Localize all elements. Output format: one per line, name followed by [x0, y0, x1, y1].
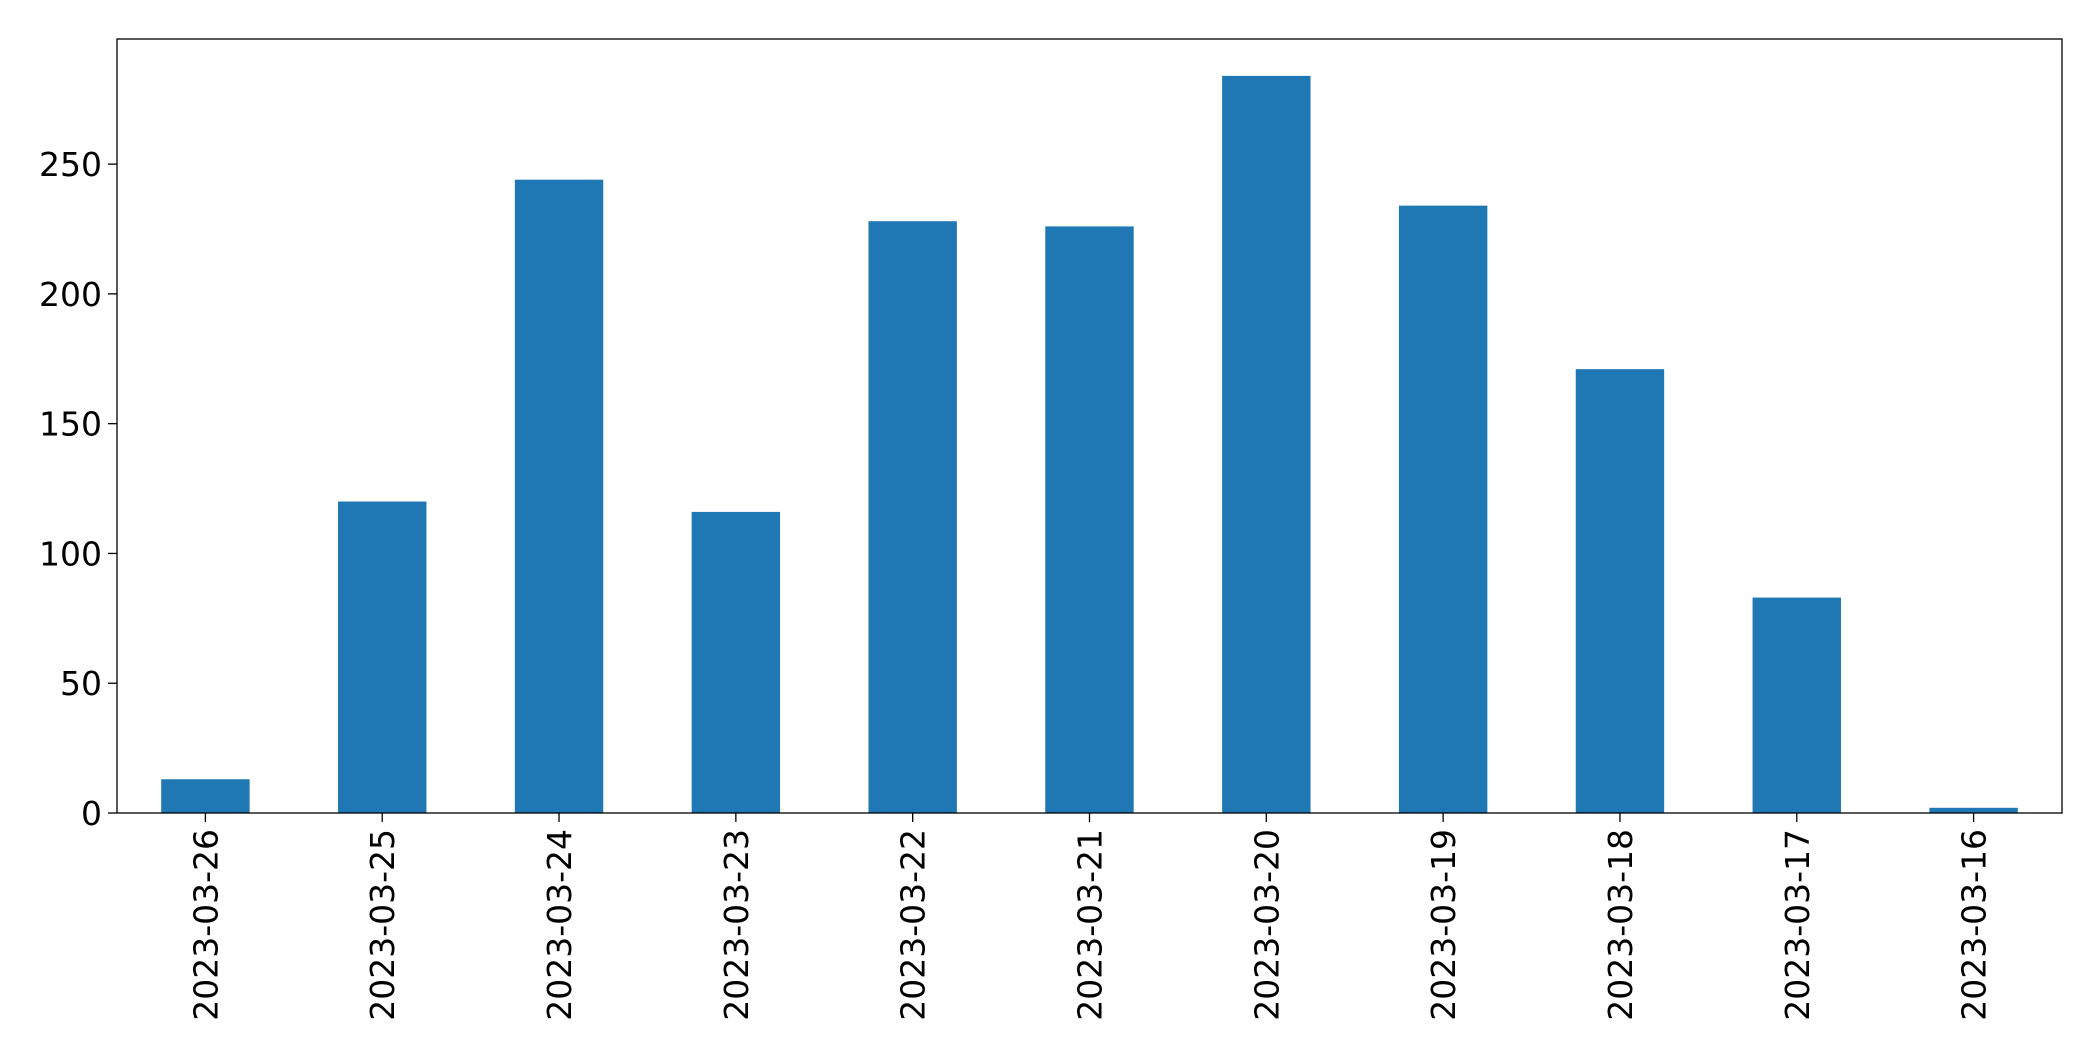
x-tick-label: 2023-03-23 [717, 829, 756, 1021]
bar [1575, 369, 1665, 813]
y-tick-label: 200 [39, 275, 102, 314]
bar [514, 179, 604, 814]
bar [1222, 75, 1311, 814]
x-tick-label: 2023-03-18 [1601, 829, 1640, 1021]
bar [691, 511, 781, 813]
bar [161, 779, 250, 813]
bar [1929, 807, 2018, 813]
x-tick-label: 2023-03-25 [363, 829, 402, 1021]
y-tick-label: 50 [60, 664, 102, 703]
y-tick-label: 0 [81, 794, 102, 833]
x-tick-label: 2023-03-21 [1071, 829, 1110, 1021]
bar [1752, 597, 1841, 813]
bar [868, 221, 957, 814]
x-tick-label: 2023-03-16 [1955, 829, 1994, 1021]
x-tick-label: 2023-03-19 [1424, 829, 1463, 1021]
y-tick-label: 150 [39, 405, 102, 444]
x-tick-label: 2023-03-26 [186, 829, 225, 1021]
x-tick-label: 2023-03-20 [1247, 829, 1286, 1021]
y-tick-label: 250 [39, 145, 102, 184]
bar [338, 501, 427, 813]
plot-frame [116, 38, 2063, 814]
x-tick-label: 2023-03-22 [894, 829, 933, 1021]
y-tick-label: 100 [39, 534, 102, 573]
bar [1045, 226, 1134, 814]
x-tick-label: 2023-03-17 [1778, 829, 1817, 1021]
bar [1398, 205, 1488, 814]
x-tick-label: 2023-03-24 [540, 829, 579, 1021]
